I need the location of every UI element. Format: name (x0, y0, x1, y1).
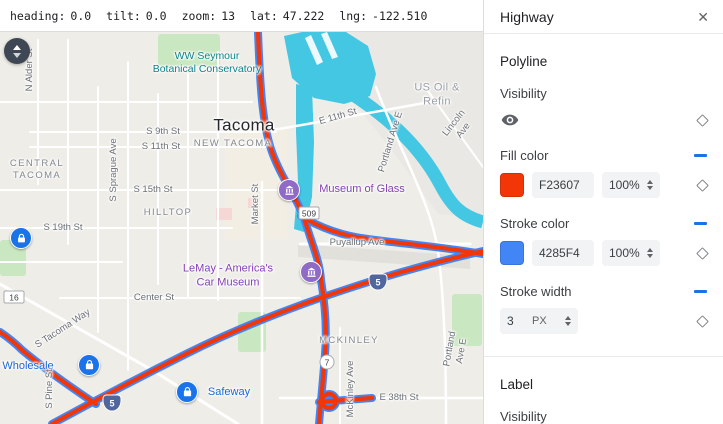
stroke-width-input[interactable]: 3 PX (500, 308, 578, 334)
width-inherit-diamond-icon[interactable] (696, 314, 709, 328)
fill-color-swatch[interactable] (500, 173, 524, 197)
status-tilt: tilt: 0.0 (106, 8, 167, 23)
map-status-bar: heading: 0.0 tilt: 0.0 zoom: 13 lat: 47.222 lng:… (0, 0, 483, 32)
polyline-section-heading: Polyline (500, 54, 548, 69)
museum-marker-icon[interactable] (278, 179, 300, 201)
stroke-opacity-stepper-icon[interactable] (647, 248, 653, 258)
status-lat: lat: 47.222 (250, 8, 325, 23)
stroke-opacity-value: 100% (609, 246, 640, 260)
chevron-up-icon (13, 44, 21, 50)
stroke-remove-minus-icon[interactable] (694, 222, 707, 225)
stroke-opacity-input[interactable]: 100% (602, 240, 660, 266)
polyline-visibility-label: Visibility (500, 86, 547, 101)
lock-marker-icon[interactable] (10, 227, 32, 249)
fill-opacity-input[interactable]: 100% (602, 172, 660, 198)
width-remove-minus-icon[interactable] (694, 290, 707, 293)
map-viewport[interactable]: Tacoma NEW TACOMA CENTRAL TACOMA HILLTOP MCK… (0, 32, 483, 424)
stroke-color-label: Stroke color (500, 216, 570, 231)
fill-inherit-diamond-icon[interactable] (696, 178, 709, 192)
stroke-width-label: Stroke width (500, 284, 572, 299)
panel-header: Highway ✕ (484, 0, 723, 34)
stroke-color-swatch[interactable] (500, 241, 524, 265)
label-section-heading: Label (500, 377, 534, 392)
section-divider (484, 356, 723, 357)
visibility-inherit-diamond-icon[interactable] (696, 113, 709, 127)
museum-marker-icon[interactable] (300, 261, 322, 283)
stroke-width-value: 3 (507, 314, 514, 328)
style-panel: Highway ✕ Polyline Visibility Fill color… (483, 0, 723, 424)
chevron-down-icon (13, 52, 21, 58)
fill-hex-value: F23607 (539, 178, 580, 192)
stroke-hex-input[interactable]: 4285F4 (532, 240, 594, 266)
status-zoom: zoom: 13 (181, 8, 236, 23)
bag-marker-icon[interactable] (176, 381, 198, 403)
label-visibility-label: Visibility (500, 409, 547, 424)
fill-hex-input[interactable]: F23607 (532, 172, 594, 198)
map-navigation-control[interactable] (4, 38, 30, 64)
fill-opacity-stepper-icon[interactable] (647, 180, 653, 190)
stroke-width-unit: PX (532, 315, 547, 327)
stroke-inherit-diamond-icon[interactable] (696, 246, 709, 260)
fill-remove-minus-icon[interactable] (694, 154, 707, 157)
stroke-hex-value: 4285F4 (539, 246, 580, 260)
fill-color-label: Fill color (500, 148, 549, 163)
close-icon[interactable]: ✕ (697, 8, 709, 25)
visibility-eye-icon[interactable] (500, 110, 520, 130)
fill-opacity-value: 100% (609, 178, 640, 192)
stroke-width-stepper-icon[interactable] (565, 316, 571, 326)
status-heading: heading: 0.0 (10, 8, 92, 23)
status-lng: lng: -122.510 (339, 8, 428, 23)
panel-title: Highway (500, 8, 554, 25)
bag-marker-icon[interactable] (78, 354, 100, 376)
